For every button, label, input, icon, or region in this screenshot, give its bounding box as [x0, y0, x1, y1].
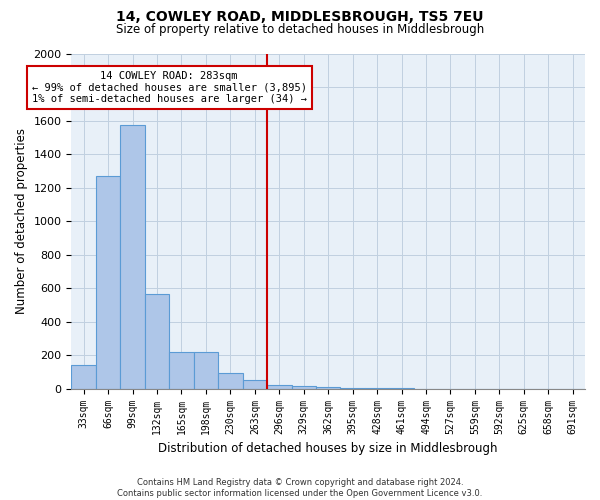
X-axis label: Distribution of detached houses by size in Middlesbrough: Distribution of detached houses by size … [158, 442, 498, 455]
Bar [267, 384, 292, 388]
Bar [194, 352, 218, 389]
Y-axis label: Number of detached properties: Number of detached properties [15, 128, 28, 314]
Bar [242, 380, 267, 388]
Bar [121, 125, 145, 388]
Bar [145, 294, 169, 388]
Text: Size of property relative to detached houses in Middlesbrough: Size of property relative to detached ho… [116, 22, 484, 36]
Text: 14, COWLEY ROAD, MIDDLESBROUGH, TS5 7EU: 14, COWLEY ROAD, MIDDLESBROUGH, TS5 7EU [116, 10, 484, 24]
Bar [218, 373, 242, 388]
Text: 14 COWLEY ROAD: 283sqm
← 99% of detached houses are smaller (3,895)
1% of semi-d: 14 COWLEY ROAD: 283sqm ← 99% of detached… [32, 70, 307, 104]
Text: Contains HM Land Registry data © Crown copyright and database right 2024.
Contai: Contains HM Land Registry data © Crown c… [118, 478, 482, 498]
Bar [169, 352, 194, 389]
Bar [71, 366, 96, 388]
Bar [292, 386, 316, 388]
Bar [96, 176, 121, 388]
